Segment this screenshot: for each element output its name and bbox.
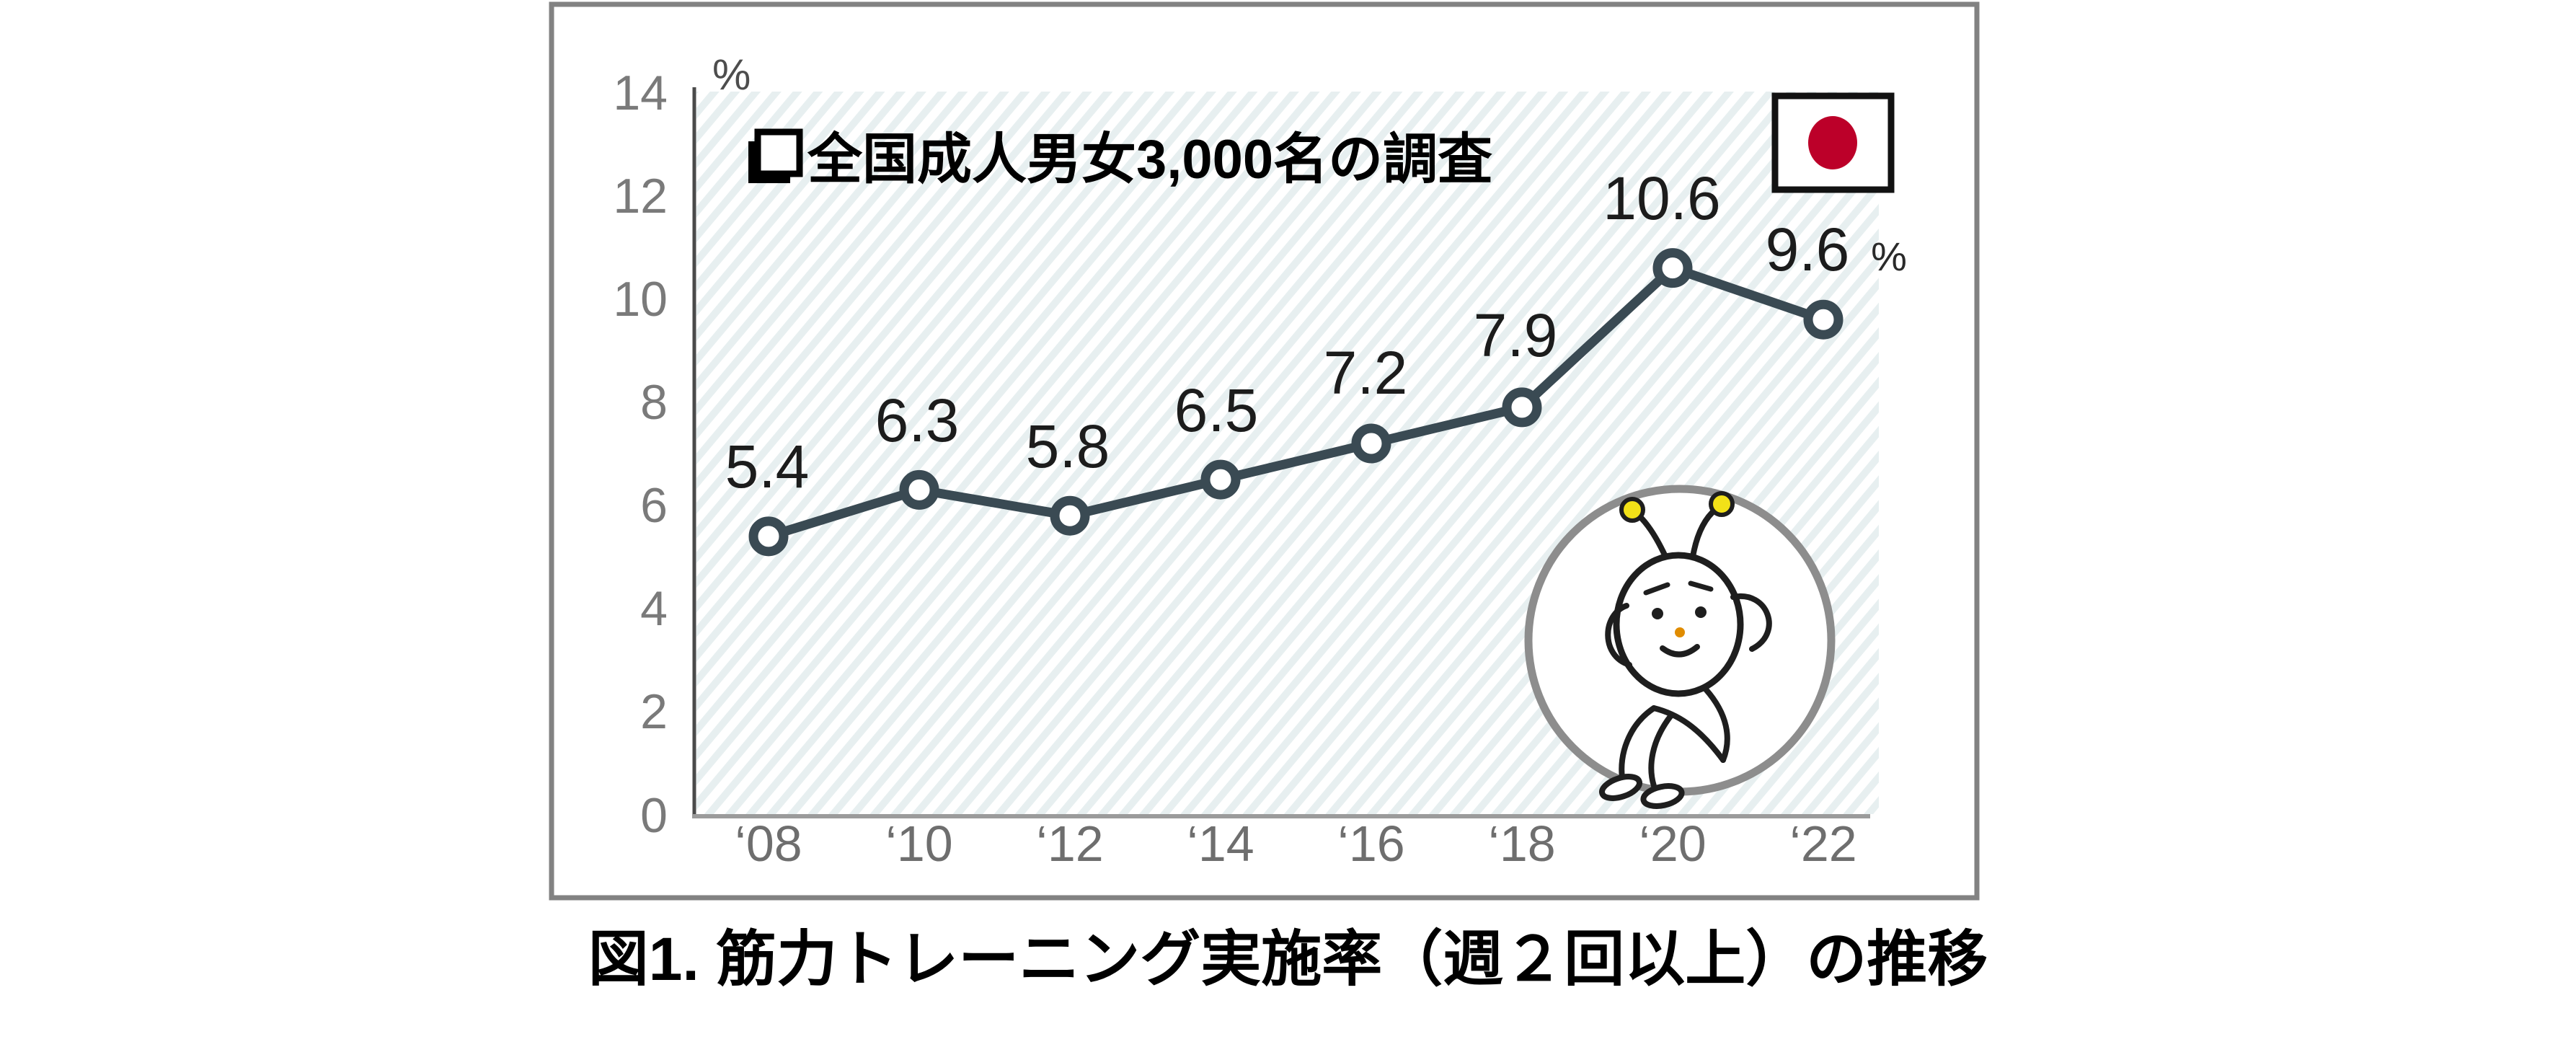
y-tick-label: 8 (640, 375, 668, 430)
y-tick-label: 4 (640, 581, 668, 636)
data-labels: 5.4 6.3 5.8 6.5 7.2 7.9 10.6 9.6 % (725, 164, 1907, 500)
shin-left (1619, 705, 1657, 780)
bullet-box (754, 128, 803, 177)
data-point-marker (899, 469, 939, 510)
y-tick-label: 14 (613, 66, 668, 120)
data-point-marker (1502, 387, 1542, 428)
nose (1675, 627, 1685, 637)
arm-right (1730, 593, 1772, 652)
figure-caption: 図1. 筋力トレーニング実施率（週２回以上）の推移 (588, 925, 1988, 993)
y-tick-label: 12 (613, 169, 668, 224)
data-label-unit: % (1871, 234, 1907, 279)
eyebrow-right (1688, 580, 1714, 592)
thigh (1651, 705, 1726, 763)
data-label: 5.4 (725, 433, 810, 500)
trend-series (748, 248, 1844, 557)
shin-right (1648, 712, 1674, 789)
trend-line (763, 263, 1828, 542)
mouth (1660, 644, 1700, 658)
y-axis-tick-labels: 14 12 10 8 6 4 2 0 (613, 66, 668, 843)
antenna-ball-right (1709, 491, 1735, 517)
data-point-marker (1200, 459, 1241, 500)
data-label: 7.2 (1324, 339, 1408, 407)
x-tick-label: ‘14 (1187, 816, 1254, 872)
data-label: 10.6 (1603, 164, 1721, 232)
arm-left (1605, 603, 1632, 668)
x-tick-label: ‘16 (1337, 816, 1404, 872)
antenna-ball-left (1619, 497, 1645, 523)
x-tick-label: ‘18 (1488, 816, 1555, 872)
japan-flag-icon (1771, 92, 1895, 193)
foot-right (1640, 783, 1685, 809)
mascot-head (1613, 552, 1744, 697)
y-tick-label: 0 (640, 788, 668, 843)
x-tick-label: ‘10 (885, 816, 952, 872)
data-point-marker (1652, 248, 1693, 288)
data-label: 6.3 (875, 386, 960, 454)
x-tick-label: ‘20 (1639, 816, 1706, 872)
data-point-marker (1050, 495, 1090, 536)
checkbox-bullet-icon (748, 128, 803, 183)
y-tick-label: 6 (640, 478, 668, 533)
data-label: 5.8 (1026, 412, 1110, 480)
x-tick-label: ‘08 (735, 816, 802, 872)
x-tick-label: ‘22 (1789, 816, 1856, 872)
eyebrow-left (1643, 582, 1670, 596)
y-tick-label: 2 (640, 684, 668, 739)
x-tick-label: ‘12 (1036, 816, 1103, 872)
x-axis-tick-labels: ‘08 ‘10 ‘12 ‘14 ‘16 ‘18 ‘20 ‘22 (735, 816, 1856, 872)
eye-left (1652, 608, 1663, 619)
data-point-marker (748, 516, 789, 557)
torso (1703, 686, 1730, 763)
data-label: 6.5 (1174, 376, 1259, 444)
data-point-marker (1803, 299, 1844, 340)
y-tick-label: 10 (613, 272, 668, 327)
eye-right (1695, 606, 1707, 618)
situp-mascot-icon (1524, 485, 1836, 809)
foot-left (1599, 774, 1642, 801)
mascot-drawing (1599, 491, 1772, 809)
annotation: 全国成人男女3,000名の調査 (748, 128, 1492, 190)
data-label: 9.6 (1766, 216, 1850, 283)
y-axis-unit-label: % (712, 50, 751, 99)
annotation-text: 全国成人男女3,000名の調査 (807, 129, 1492, 190)
data-point-marker (1351, 423, 1391, 464)
data-label: 7.9 (1474, 301, 1558, 369)
flag-sun (1808, 116, 1857, 169)
